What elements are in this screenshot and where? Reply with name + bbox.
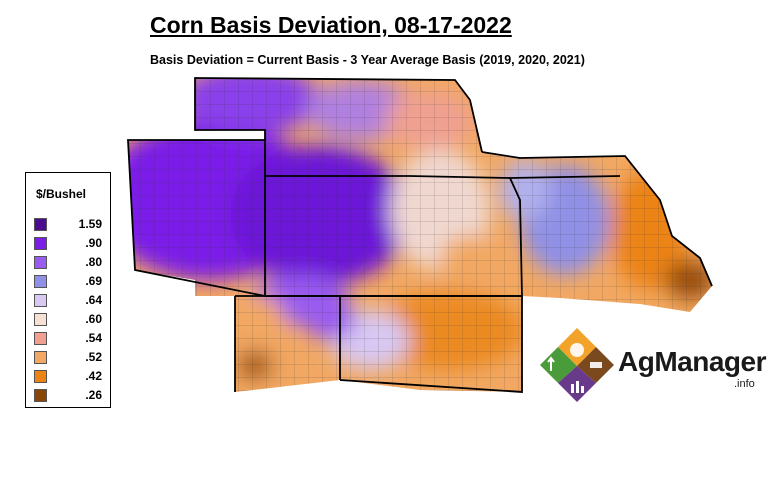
legend-item: .42: [34, 369, 108, 383]
legend-label: .69: [85, 274, 102, 288]
legend-swatch: [34, 256, 47, 269]
legend-item: .64: [34, 293, 108, 307]
state-borders: [127, 77, 713, 393]
legend-item: .52: [34, 350, 108, 364]
legend-swatch: [34, 332, 47, 345]
legend-label: .26: [85, 388, 102, 402]
legend-label: .42: [85, 369, 102, 383]
legend-swatch: [34, 313, 47, 326]
legend: $/Bushel 1.59 .90 .80 .69 .64 .60 .54 .52 .42 .26: [25, 172, 111, 408]
legend-item: .26: [34, 388, 108, 402]
legend-swatch: [34, 351, 47, 364]
logo-suffix: .info: [734, 378, 755, 390]
legend-label: .60: [85, 312, 102, 326]
legend-swatch: [34, 218, 47, 231]
legend-item: .69: [34, 274, 108, 288]
legend-item: .90: [34, 236, 108, 250]
map-subtitle: Basis Deviation = Current Basis - 3 Year…: [150, 53, 585, 67]
legend-swatch: [34, 275, 47, 288]
legend-swatch: [34, 389, 47, 402]
legend-label: .90: [85, 236, 102, 250]
legend-item: .54: [34, 331, 108, 345]
legend-item: .80: [34, 255, 108, 269]
legend-item: 1.59: [34, 217, 108, 231]
legend-title: $/Bushel: [36, 187, 87, 201]
map-title: Corn Basis Deviation, 08-17-2022: [150, 12, 512, 38]
legend-label: .54: [85, 331, 102, 345]
logo-diamond-icon: [540, 328, 614, 402]
legend-swatch: [34, 294, 47, 307]
logo-name: AgManager: [618, 346, 766, 377]
legend-label: .80: [85, 255, 102, 269]
agmanager-logo: AgManager .info: [538, 326, 768, 406]
legend-swatch: [34, 370, 47, 383]
legend-item: .60: [34, 312, 108, 326]
legend-swatch: [34, 237, 47, 250]
legend-label: .52: [85, 350, 102, 364]
legend-label: 1.59: [78, 217, 102, 231]
legend-label: .64: [85, 293, 102, 307]
